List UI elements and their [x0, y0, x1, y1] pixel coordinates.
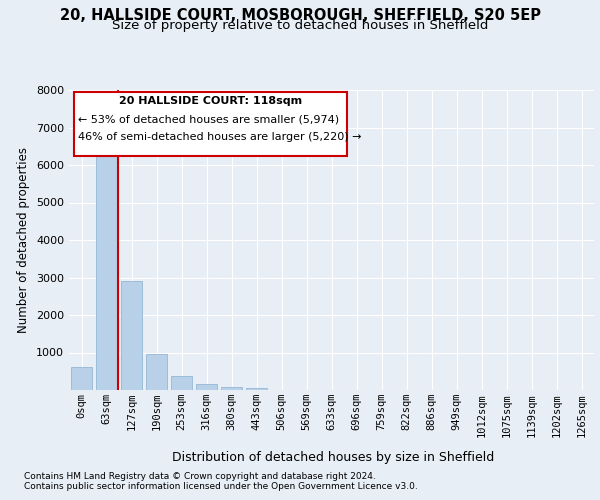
Bar [171, 376, 192, 390]
Text: ← 53% of detached houses are smaller (5,974): ← 53% of detached houses are smaller (5,… [79, 114, 340, 124]
Text: Size of property relative to detached houses in Sheffield: Size of property relative to detached ho… [112, 18, 488, 32]
Text: 20 HALLSIDE COURT: 118sqm: 20 HALLSIDE COURT: 118sqm [119, 96, 302, 106]
Text: Contains public sector information licensed under the Open Government Licence v3: Contains public sector information licen… [24, 482, 418, 491]
Bar [196, 384, 217, 390]
Y-axis label: Number of detached properties: Number of detached properties [17, 147, 31, 333]
Text: 20, HALLSIDE COURT, MOSBOROUGH, SHEFFIELD, S20 5EP: 20, HALLSIDE COURT, MOSBOROUGH, SHEFFIEL… [59, 8, 541, 22]
Bar [121, 280, 142, 390]
Bar [221, 388, 242, 390]
FancyBboxPatch shape [74, 92, 347, 156]
Bar [96, 150, 117, 390]
Text: Contains HM Land Registry data © Crown copyright and database right 2024.: Contains HM Land Registry data © Crown c… [24, 472, 376, 481]
Bar [71, 367, 92, 390]
Text: 46% of semi-detached houses are larger (5,220) →: 46% of semi-detached houses are larger (… [79, 132, 362, 142]
Text: Distribution of detached houses by size in Sheffield: Distribution of detached houses by size … [172, 451, 494, 464]
Bar [246, 388, 267, 390]
Bar [146, 354, 167, 390]
